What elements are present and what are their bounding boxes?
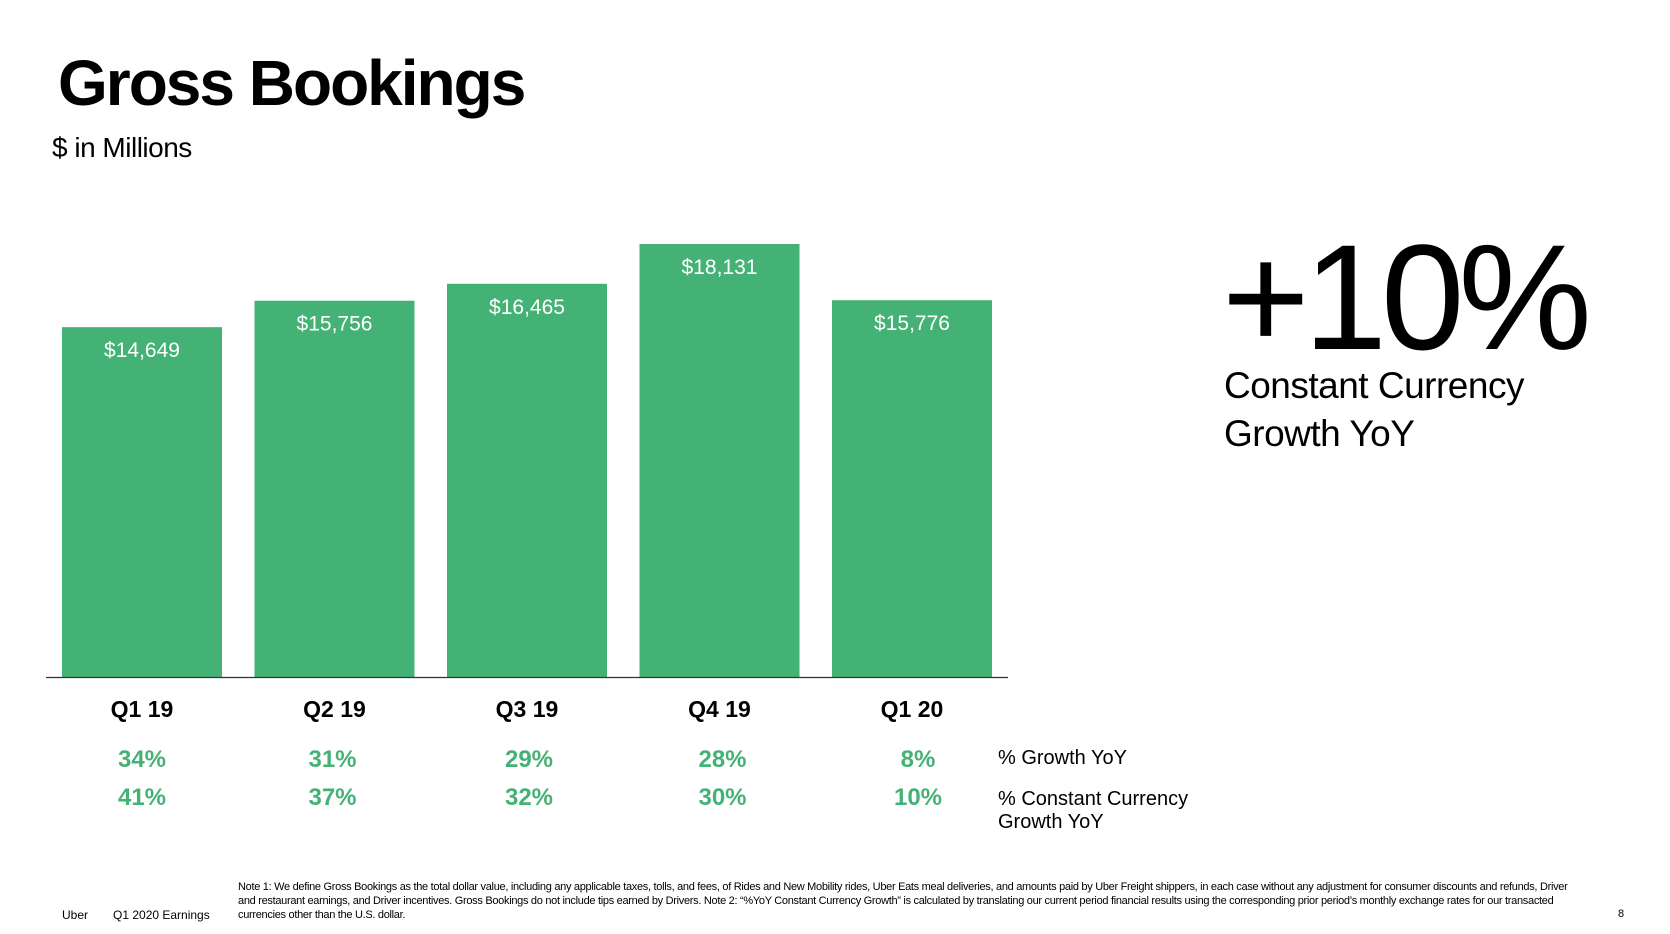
row-label-constant-currency-line2: Growth YoY	[998, 811, 1104, 833]
category-label-q1-19: Q1 19	[111, 696, 174, 722]
bar-q4-19	[639, 244, 800, 677]
row-label-growth-yoy: % Growth YoY	[998, 747, 1127, 769]
category-label-q4-19: Q4 19	[688, 696, 751, 722]
bar-q3-19	[447, 283, 607, 677]
highlight-label-line2: Growth YoY	[1224, 413, 1415, 454]
row-label-constant-currency: % Constant Currency Growth YoY	[998, 788, 1188, 834]
growth-yoy-q3-19: 29%	[505, 746, 553, 773]
gross-bookings-bar-chart: $14,649 Q1 19 34% 41% $15,756 Q2 19 31% 37% $16,…	[46, 244, 1008, 811]
cc-growth-yoy-q4-19: 30%	[698, 784, 746, 811]
footnote: Note 1: We define Gross Bookings as the …	[238, 881, 1568, 921]
bar-q1-19	[62, 327, 222, 677]
highlight-label-line1: Constant Currency	[1224, 365, 1524, 406]
bar-value-label-q1-20: $15,776	[874, 312, 950, 335]
cc-growth-yoy-q1-20: 10%	[894, 784, 942, 811]
growth-yoy-q4-19: 28%	[698, 746, 746, 773]
growth-yoy-q1-20: 8%	[901, 746, 936, 773]
page-subtitle: $ in Millions	[52, 132, 192, 163]
page-title: Gross Bookings	[58, 47, 526, 119]
cc-growth-yoy-q1-19: 41%	[118, 784, 166, 811]
cc-growth-yoy-q2-19: 37%	[308, 784, 356, 811]
uber-logo: Uber	[62, 908, 89, 922]
row-label-constant-currency-line1: % Constant Currency	[998, 788, 1189, 810]
footer-report-title: Q1 2020 Earnings	[113, 908, 210, 922]
growth-yoy-q1-19: 34%	[118, 746, 166, 773]
page-number: 8	[1618, 908, 1625, 920]
category-label-q3-19: Q3 19	[496, 696, 559, 722]
category-label-q1-20: Q1 20	[881, 696, 944, 722]
bar-value-label-q1-19: $14,649	[104, 339, 180, 362]
highlight-growth-label: Constant Currency Growth YoY	[1224, 362, 1604, 458]
growth-yoy-q2-19: 31%	[308, 746, 356, 773]
bar-value-label-q2-19: $15,756	[297, 313, 373, 336]
cc-growth-yoy-q3-19: 32%	[505, 784, 553, 811]
highlight-growth-value: +10%	[1222, 213, 1592, 381]
bar-q2-19	[254, 300, 415, 677]
bar-value-label-q3-19: $16,465	[489, 296, 565, 319]
bar-value-label-q4-19: $18,131	[682, 256, 758, 279]
category-label-q2-19: Q2 19	[303, 696, 366, 722]
bar-q1-20	[832, 300, 992, 677]
